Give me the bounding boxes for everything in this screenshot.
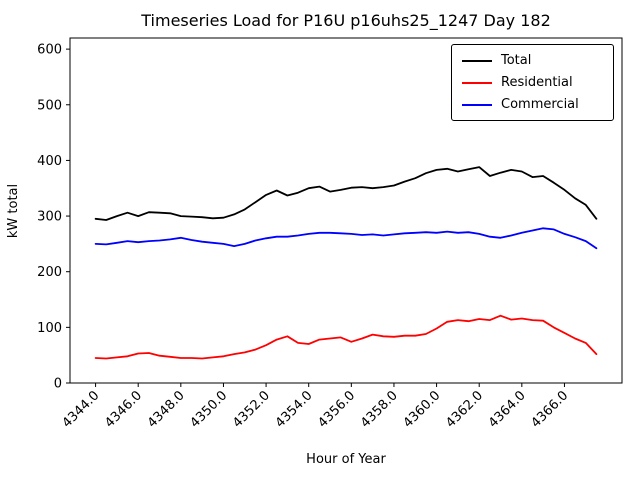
legend-label-total: Total <box>501 53 532 68</box>
legend-entry-commercial: Commercial <box>462 97 603 112</box>
y-tick-label: 300 <box>37 210 62 225</box>
series-line-residential <box>94 314 598 360</box>
x-tick-label: 4362.0 <box>443 388 486 431</box>
x-tick-label: 4344.0 <box>60 388 103 431</box>
x-tick-label: 4364.0 <box>486 388 529 431</box>
y-tick-label: 100 <box>37 321 62 336</box>
y-tick-label: 0 <box>54 377 62 392</box>
x-tick-label: 4352.0 <box>230 388 273 431</box>
x-axis-label: Hour of Year <box>306 452 386 467</box>
axes-frame <box>69 37 623 384</box>
x-tick-label: 4354.0 <box>273 388 316 431</box>
x-tick-label: 4356.0 <box>315 388 358 431</box>
legend-entry-total: Total <box>462 53 603 68</box>
legend-entry-residential: Residential <box>462 75 603 90</box>
x-tick-label: 4358.0 <box>358 388 401 431</box>
x-tick-label: 4360.0 <box>401 388 444 431</box>
series-line-total <box>94 166 598 221</box>
legend: Total Residential Commercial <box>451 44 614 121</box>
y-tick-label: 600 <box>37 43 62 58</box>
total-line-sample <box>462 59 492 62</box>
x-tick-label: 4348.0 <box>145 388 188 431</box>
chart-title: Timeseries Load for P16U p16uhs25_1247 D… <box>140 11 551 31</box>
y-tick-label: 400 <box>37 154 62 169</box>
y-axis-label: kW total <box>6 184 21 238</box>
y-tick-label: 200 <box>37 265 62 280</box>
legend-label-residential: Residential <box>501 75 573 90</box>
x-tick-label: 4346.0 <box>102 388 145 431</box>
commercial-line-sample <box>462 103 492 106</box>
y-tick-label: 500 <box>37 98 62 113</box>
x-tick-label: 4366.0 <box>529 388 572 431</box>
residential-line-sample <box>462 81 492 84</box>
x-tick-label: 4350.0 <box>188 388 231 431</box>
legend-label-commercial: Commercial <box>501 97 579 112</box>
series-line-commercial <box>94 227 598 250</box>
